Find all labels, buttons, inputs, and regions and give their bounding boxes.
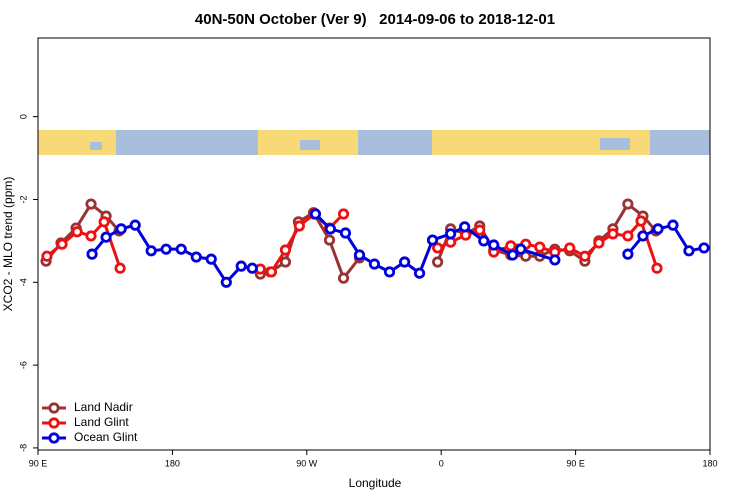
- point: [474, 224, 486, 236]
- point: [593, 237, 605, 249]
- x-tick-label: 180: [165, 458, 180, 468]
- point: [488, 239, 500, 251]
- point: [86, 248, 98, 260]
- point: [432, 242, 444, 254]
- point: [534, 241, 546, 253]
- point: [100, 231, 112, 243]
- x-tick-label: 90 E: [29, 458, 48, 468]
- point: [160, 243, 172, 255]
- point: [667, 219, 679, 231]
- point: [309, 208, 322, 220]
- x-tick-label: 90 W: [296, 458, 318, 468]
- point: [622, 248, 634, 260]
- point: [507, 249, 519, 261]
- point: [445, 228, 457, 240]
- point: [279, 256, 292, 268]
- point: [175, 243, 187, 255]
- point: [651, 262, 663, 274]
- point: [85, 198, 97, 210]
- point: [339, 227, 352, 239]
- point: [337, 272, 350, 284]
- point: [353, 249, 366, 261]
- point: [265, 266, 278, 278]
- point: [129, 219, 141, 231]
- y-axis-label: XCO2 - MLO trend (ppm): [1, 177, 15, 312]
- point: [399, 256, 411, 268]
- point: [220, 276, 232, 288]
- point: [515, 243, 527, 255]
- point: [564, 242, 576, 254]
- point: [549, 254, 561, 266]
- x-tick-label: 0: [439, 458, 444, 468]
- point: [637, 230, 649, 242]
- point: [56, 238, 68, 250]
- point: [683, 245, 695, 257]
- point: [324, 223, 336, 235]
- map-strip: [38, 130, 710, 155]
- point: [279, 244, 292, 256]
- point: [383, 266, 396, 278]
- point: [368, 258, 381, 270]
- point: [432, 256, 444, 268]
- point: [85, 230, 97, 242]
- chart-title: 40N-50N October (Ver 9) 2014-09-06 to 20…: [195, 11, 555, 28]
- y-tick-label: -4: [18, 278, 28, 286]
- point: [235, 260, 247, 272]
- point: [205, 253, 217, 265]
- y-tick-label: -8: [18, 444, 28, 452]
- x-tick-label: 180: [702, 458, 717, 468]
- point: [114, 262, 126, 274]
- point: [115, 223, 127, 235]
- point: [622, 198, 634, 210]
- point: [98, 216, 110, 228]
- point: [71, 226, 83, 238]
- legend-label: Land Glint: [74, 415, 129, 429]
- point: [607, 228, 619, 240]
- point: [145, 245, 157, 257]
- point: [190, 251, 202, 263]
- point: [246, 262, 258, 274]
- plot-frame: [37, 37, 711, 451]
- point: [478, 235, 490, 247]
- point: [41, 250, 53, 262]
- point: [293, 220, 305, 232]
- legend-marker: [48, 417, 60, 429]
- x-tick-label: 90 E: [566, 458, 585, 468]
- y-tick-label: 0: [18, 114, 28, 119]
- y-tick-label: -6: [18, 361, 28, 369]
- y-tick-label: -2: [18, 195, 28, 203]
- legend-marker: [48, 432, 60, 444]
- x-axis-label: Longitude: [349, 476, 402, 490]
- point: [505, 240, 517, 252]
- point: [579, 250, 591, 262]
- point: [635, 215, 647, 227]
- point: [323, 234, 336, 246]
- point: [622, 230, 634, 242]
- point: [652, 223, 664, 235]
- point: [426, 234, 439, 246]
- point: [698, 242, 710, 254]
- legend-label: Land Nadir: [74, 400, 133, 414]
- point: [413, 267, 426, 279]
- legend-marker: [48, 402, 60, 414]
- point: [459, 221, 471, 233]
- point: [337, 208, 350, 220]
- legend-label: Ocean Glint: [74, 430, 138, 444]
